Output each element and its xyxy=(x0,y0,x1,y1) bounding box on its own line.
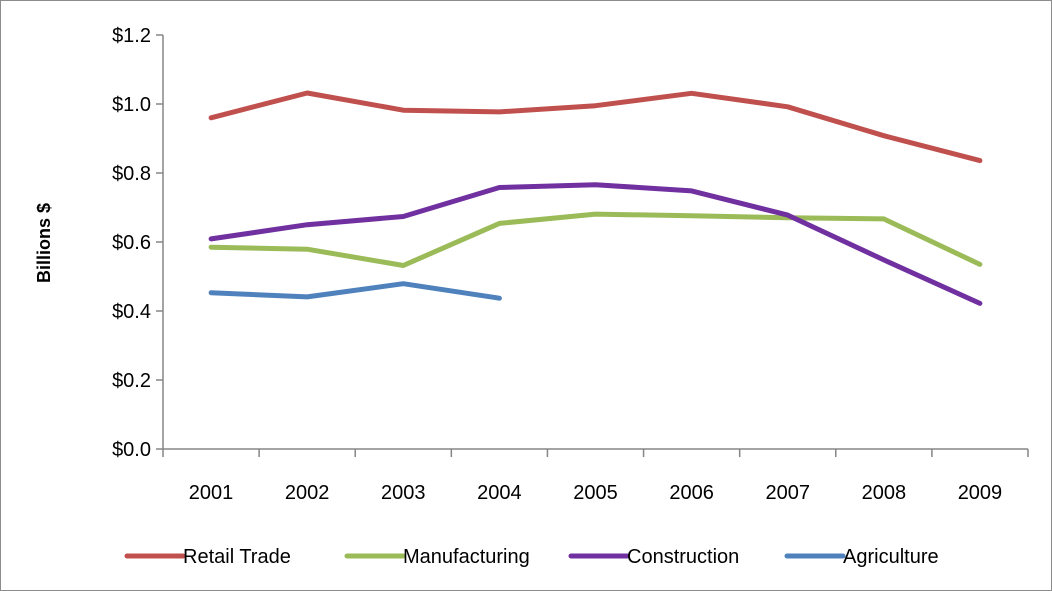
x-tick-label: 2002 xyxy=(285,482,330,504)
y-tick-label: $1.0 xyxy=(112,94,151,116)
x-tick-label: 2004 xyxy=(477,482,522,504)
series-line-retail-trade xyxy=(208,90,983,164)
y-tick-label: $0.2 xyxy=(112,370,151,392)
x-tick-label: 2009 xyxy=(958,482,1003,504)
y-tick-label: $0.0 xyxy=(112,439,151,461)
legend-label-manufacturing: Manufacturing xyxy=(403,546,530,568)
y-tick-label: $0.4 xyxy=(112,301,151,323)
y-tick-label: $1.2 xyxy=(112,25,151,47)
series-line-agriculture xyxy=(208,281,502,301)
x-tick-label: 2008 xyxy=(862,482,907,504)
x-axis-ticks: 2001 2002 2003 2004 2005 2006 2007 2008 2009 xyxy=(162,449,1029,504)
series-line-manufacturing xyxy=(208,211,983,268)
legend-label-retail-trade: Retail Trade xyxy=(183,546,291,568)
x-tick-label: 2005 xyxy=(573,482,618,504)
legend-label-agriculture: Agriculture xyxy=(843,546,939,568)
y-tick-label: $0.8 xyxy=(112,163,151,185)
x-tick-label: 2007 xyxy=(765,482,810,504)
x-tick-label: 2001 xyxy=(189,482,234,504)
series-lines xyxy=(208,90,983,306)
y-axis-ticks: $0.0 $0.2 $0.4 $0.6 $0.8 $1.0 $1.2 xyxy=(112,25,163,461)
series-line-construction xyxy=(208,182,983,306)
legend: Retail Trade Manufacturing Construction Agr… xyxy=(124,546,939,568)
legend-label-construction: Construction xyxy=(627,546,739,568)
x-tick-label: 2006 xyxy=(669,482,714,504)
x-tick-label: 2003 xyxy=(381,482,426,504)
y-tick-label: $0.6 xyxy=(112,232,151,254)
y-axis-label: Billions $ xyxy=(34,203,54,283)
